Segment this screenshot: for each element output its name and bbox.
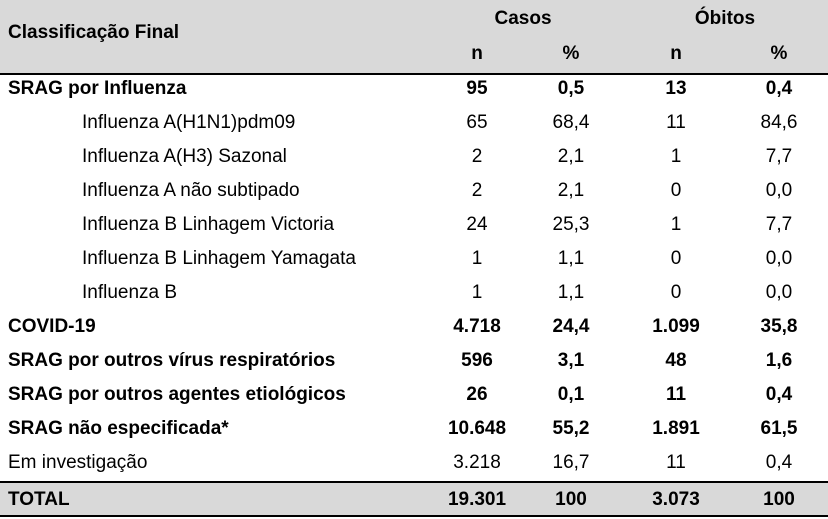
- deaths-n: 11: [666, 112, 686, 133]
- cases-n: 19.301: [447, 489, 507, 510]
- deaths-pct: 7,7: [765, 146, 793, 167]
- total-divider-bottom: [0, 515, 828, 517]
- cases-n: 4.718: [453, 316, 501, 337]
- cases-pct: 0,5: [557, 78, 585, 99]
- table-row: Em investigação 3.218 16,7 11 0,4: [0, 446, 828, 480]
- cases-pct: 55,2: [552, 418, 590, 439]
- row-label: Influenza B Linhagem Yamagata: [82, 248, 356, 269]
- cases-pct: 16,7: [552, 452, 590, 473]
- header-cases-group: Casos: [494, 8, 552, 29]
- cases-pct: 2,1: [557, 180, 585, 201]
- cases-n: 24: [466, 214, 488, 235]
- table-row: Influenza A não subtipado 2 2,1 0 0,0: [0, 174, 828, 208]
- cases-pct: 2,1: [557, 146, 585, 167]
- deaths-n: 48: [665, 350, 687, 371]
- cases-n: 10.648: [447, 418, 507, 439]
- table-row: Influenza A(H1N1)pdm09 65 68,4 11 84,6: [0, 106, 828, 140]
- cases-pct: 25,3: [552, 214, 590, 235]
- table-row: SRAG por outros vírus respiratórios 596 …: [0, 344, 828, 378]
- cases-pct: 3,1: [557, 350, 585, 371]
- deaths-n: 1.099: [652, 316, 700, 337]
- total-divider-top: [0, 481, 828, 483]
- deaths-pct: 0,0: [765, 282, 793, 303]
- deaths-pct: 7,7: [765, 214, 793, 235]
- cases-pct: 68,4: [552, 112, 590, 133]
- row-label: SRAG por Influenza: [8, 78, 187, 99]
- cases-pct: 0,1: [557, 384, 585, 405]
- table-row: Influenza B Linhagem Yamagata 1 1,1 0 0,…: [0, 242, 828, 276]
- cases-n: 1: [471, 282, 483, 303]
- cases-n: 95: [466, 78, 488, 99]
- deaths-n: 11: [666, 452, 686, 473]
- row-label: TOTAL: [8, 489, 70, 510]
- row-label: Influenza A não subtipado: [82, 180, 300, 201]
- deaths-pct: 84,6: [760, 112, 798, 133]
- deaths-n: 0: [670, 180, 682, 201]
- header-deaths-pct: %: [770, 43, 788, 64]
- row-label: Influenza B: [82, 282, 178, 303]
- row-label: SRAG por outros agentes etiológicos: [8, 384, 346, 405]
- table-row: SRAG não especificada* 10.648 55,2 1.891…: [0, 412, 828, 446]
- table-row: SRAG por outros agentes etiológicos 26 0…: [0, 378, 828, 412]
- row-label: SRAG por outros vírus respiratórios: [8, 350, 336, 371]
- deaths-pct: 1,6: [765, 350, 793, 371]
- deaths-pct: 35,8: [760, 316, 798, 337]
- deaths-n: 1: [670, 214, 682, 235]
- deaths-n: 3.073: [652, 489, 700, 510]
- header-deaths-group: Óbitos: [694, 8, 756, 29]
- header-deaths-n: n: [670, 43, 682, 64]
- deaths-pct: 61,5: [760, 418, 798, 439]
- cases-pct: 24,4: [552, 316, 590, 337]
- row-label: Influenza B Linhagem Victoria: [82, 214, 335, 235]
- row-label: Influenza A(H1N1)pdm09: [82, 112, 296, 133]
- deaths-pct: 0,0: [765, 180, 793, 201]
- cases-pct: 1,1: [557, 248, 585, 269]
- cases-n: 1: [471, 248, 483, 269]
- table-row: COVID-19 4.718 24,4 1.099 35,8: [0, 310, 828, 344]
- row-label: Em investigação: [8, 452, 148, 473]
- cases-n: 26: [466, 384, 488, 405]
- header-classification: Classificação Final: [8, 22, 180, 43]
- table-header: Classificação Final Casos Óbitos n % n %: [0, 0, 828, 74]
- row-label: SRAG não especificada*: [8, 418, 229, 439]
- cases-n: 65: [466, 112, 488, 133]
- deaths-n: 11: [665, 384, 687, 405]
- header-cases-pct: %: [562, 43, 580, 64]
- cases-pct: 100: [555, 489, 587, 510]
- cases-n: 2: [471, 180, 483, 201]
- deaths-pct: 0,4: [765, 452, 793, 473]
- deaths-pct: 0,0: [765, 248, 793, 269]
- cases-pct: 1,1: [557, 282, 585, 303]
- table-row: Influenza B Linhagem Victoria 24 25,3 1 …: [0, 208, 828, 242]
- deaths-n: 0: [670, 282, 682, 303]
- deaths-pct: 100: [763, 489, 795, 510]
- table-row: SRAG por Influenza 95 0,5 13 0,4: [0, 72, 828, 106]
- header-divider: [0, 73, 828, 75]
- cases-n: 2: [471, 146, 483, 167]
- deaths-n: 0: [670, 248, 682, 269]
- deaths-pct: 0,4: [765, 384, 793, 405]
- cases-n: 3.218: [453, 452, 501, 473]
- row-label: Influenza A(H3) Sazonal: [82, 146, 287, 167]
- deaths-pct: 0,4: [765, 78, 793, 99]
- row-label: COVID-19: [8, 316, 96, 337]
- cases-n: 596: [461, 350, 493, 371]
- table-row: Influenza A(H3) Sazonal 2 2,1 1 7,7: [0, 140, 828, 174]
- deaths-n: 13: [665, 78, 687, 99]
- header-cases-n: n: [471, 43, 483, 64]
- total-row: TOTAL 19.301 100 3.073 100: [0, 483, 828, 517]
- deaths-n: 1.891: [652, 418, 700, 439]
- table-row: Influenza B 1 1,1 0 0,0: [0, 276, 828, 310]
- deaths-n: 1: [670, 146, 682, 167]
